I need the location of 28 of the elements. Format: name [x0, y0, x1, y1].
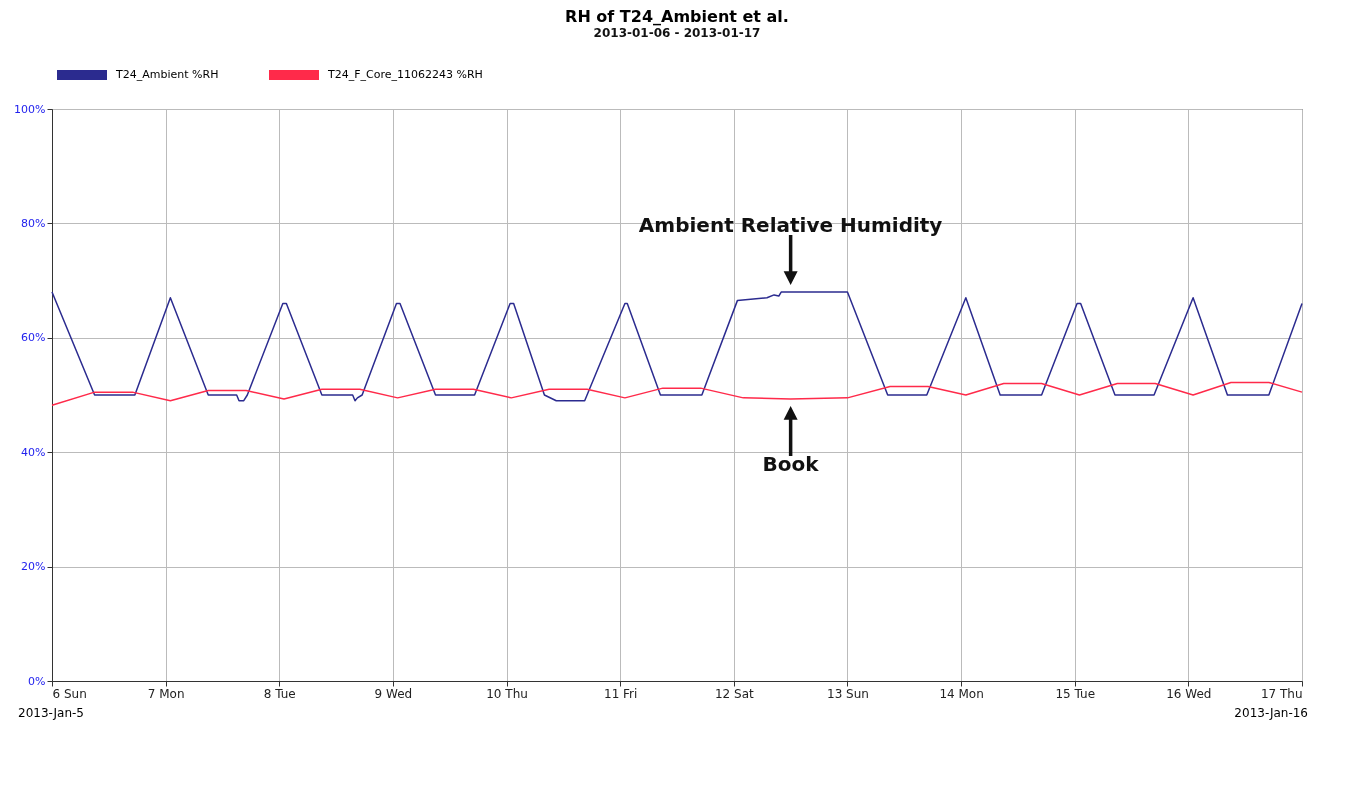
x-tick-label: 8 Tue: [263, 686, 296, 701]
y-tick-label: 40%: [21, 445, 46, 459]
x-tick-label: 14 Mon: [939, 686, 984, 701]
x-tick-label: 10 Thu: [486, 686, 528, 701]
x-tick-label: 12 Sat: [714, 686, 754, 701]
y-tick-label: 60%: [21, 331, 46, 345]
x-tick-label: 15 Tue: [1055, 686, 1096, 701]
y-tick-label: 20%: [21, 560, 46, 574]
x-tick-label: 11 Fri: [603, 686, 638, 701]
line-series: [51, 381, 1303, 407]
x-tick-label: 9 Wed: [374, 686, 413, 701]
chart-title: RH of T24_Ambient et al.: [565, 7, 789, 26]
x-tick-label: 6 Sun: [52, 686, 87, 701]
legend-label: T24_F_Core_11062243 %RH: [327, 68, 483, 81]
x-tick-label: 17 Thu: [1260, 686, 1303, 701]
x-tick-label: 13 Sun: [826, 686, 869, 701]
chart-subtitle: 2013-01-06 - 2013-01-17: [593, 26, 761, 40]
annotation: Ambient Relative Humidity: [638, 213, 943, 238]
annotation: Book: [762, 452, 820, 476]
line-series: [51, 291, 1303, 402]
text: 2013-Jan-16: [1234, 706, 1308, 720]
legend-label: T24_Ambient %RH: [115, 68, 219, 81]
x-tick-label: 16 Wed: [1166, 686, 1212, 701]
y-tick-label: 0%: [28, 674, 46, 688]
y-tick-label: 80%: [21, 216, 46, 230]
text: 2013-Jan-5: [18, 706, 84, 720]
y-tick-label: 100%: [14, 102, 46, 116]
x-tick-label: 7 Mon: [147, 686, 185, 701]
